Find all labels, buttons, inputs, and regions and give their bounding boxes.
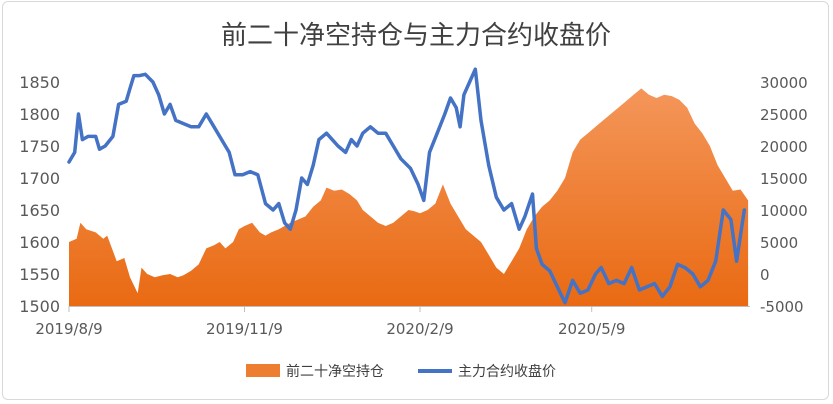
series-line-close-price — [67, 67, 747, 305]
left-axis-ticks: 1500 1550 1600 1650 1700 1750 1800 1850 — [19, 73, 60, 316]
x-axis-tick-label: 2019/8/9 — [35, 320, 102, 338]
left-axis-tick-label: 1600 — [19, 233, 60, 252]
plot-area — [67, 67, 749, 307]
right-axis-tick-label: 15000 — [760, 170, 808, 188]
legend-swatch-net-short — [246, 364, 280, 377]
left-axis-tick-label: 1500 — [19, 297, 60, 316]
legend-label-net-short: 前二十净空持仓 — [286, 363, 384, 380]
right-axis-tick-label: 0 — [760, 266, 770, 284]
right-axis-tick-label: 10000 — [760, 202, 808, 220]
x-axis-tick-label: 2020/5/9 — [558, 320, 625, 338]
right-axis-ticks: -5000 0 5000 10000 15000 20000 25000 30000 — [760, 74, 808, 316]
left-axis-tick-label: 1550 — [19, 265, 60, 284]
right-axis-tick-label: 5000 — [760, 234, 798, 252]
x-axis-ticks: 2019/8/9 2019/11/9 2020/2/9 2020/5/9 — [35, 306, 625, 338]
chart-title: 前二十净空持仓与主力合约收盘价 — [221, 21, 611, 51]
legend: 前二十净空持仓 主力合约收盘价 — [246, 363, 556, 380]
right-axis-tick-label: 20000 — [760, 138, 808, 156]
legend-label-close-price: 主力合约收盘价 — [458, 363, 556, 380]
x-axis-tick-label: 2020/2/9 — [386, 320, 453, 338]
x-axis-tick-label: 2019/11/9 — [206, 320, 283, 338]
left-axis-tick-label: 1750 — [19, 137, 60, 156]
left-axis-tick-label: 1800 — [19, 105, 60, 124]
series-area-net-short — [69, 88, 749, 307]
left-axis-tick-label: 1700 — [19, 169, 60, 188]
right-axis-tick-label: 25000 — [760, 106, 808, 124]
left-axis-tick-label: 1650 — [19, 201, 60, 220]
left-axis-tick-label: 1850 — [19, 73, 60, 92]
right-axis-tick-label: -5000 — [760, 298, 804, 316]
right-axis-tick-label: 30000 — [760, 74, 808, 92]
